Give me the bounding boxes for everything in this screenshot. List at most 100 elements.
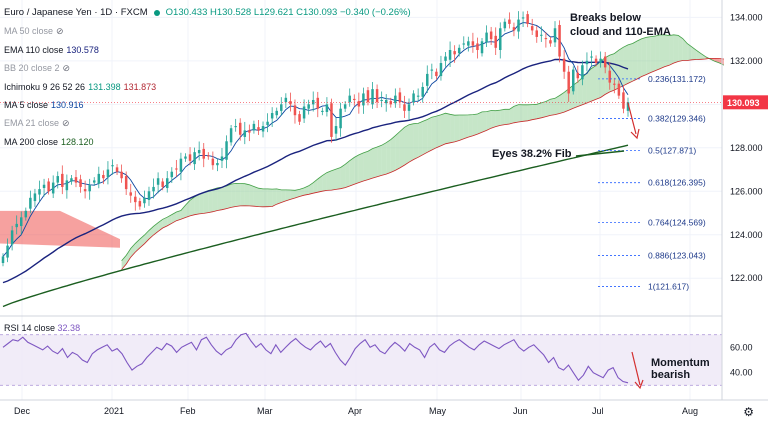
candle-body	[202, 148, 205, 159]
symbol-title[interactable]: Euro / Japanese Yen · 1D · FXCM	[4, 7, 148, 18]
candle-body	[179, 158, 183, 172]
candle	[20, 211, 23, 235]
candle	[362, 87, 365, 114]
candle	[124, 171, 128, 195]
time-tick-label: Apr	[348, 406, 362, 416]
candle	[576, 65, 580, 83]
ichimoku-cloud-segment	[422, 119, 428, 155]
legend-ema110[interactable]: EMA 110 close 130.578	[4, 41, 411, 59]
eye-hidden-icon[interactable]: ⊘	[62, 63, 71, 74]
legend-ichimoku-span-a: 131.398	[88, 81, 121, 92]
candle	[120, 164, 123, 183]
candle	[280, 97, 283, 116]
candle	[238, 118, 242, 141]
fib-level-label: 1(121.617)	[648, 282, 689, 292]
candle-body	[512, 27, 516, 31]
candle	[197, 141, 201, 161]
legend-ema110-label: EMA 110 close	[4, 44, 64, 55]
candle	[503, 18, 507, 32]
legend-bb[interactable]: BB 20 close 2 ⊘	[4, 59, 411, 77]
candle-body	[576, 72, 580, 79]
fib-level-label: 0.382(129.346)	[648, 114, 706, 124]
legend-ichimoku-span-b: 131.873	[123, 81, 157, 92]
candle-body	[503, 21, 507, 29]
time-tick-label: Dec	[14, 406, 31, 416]
candle	[480, 38, 484, 57]
candle	[15, 215, 18, 235]
candle-body	[29, 197, 32, 209]
candle	[426, 65, 429, 94]
ichimoku-cloud-segment	[532, 104, 537, 120]
ichimoku-cloud-segment	[130, 243, 136, 258]
candle-body	[375, 89, 379, 103]
ma200-extension	[575, 150, 625, 157]
candle-body	[193, 152, 196, 165]
candle	[179, 152, 183, 181]
ichimoku-cloud-segment	[240, 183, 245, 206]
ichimoku-cloud-segment	[336, 167, 341, 190]
candle-body	[453, 51, 456, 55]
candle	[535, 25, 539, 43]
ichimoku-cloud-segment	[404, 124, 410, 166]
candle-body	[97, 173, 101, 184]
rsi-legend[interactable]: RSI 14 close 32.38	[4, 323, 80, 333]
candle	[307, 99, 310, 115]
ichimoku-cloud-segment	[550, 98, 556, 116]
candle-body	[83, 189, 87, 192]
candle-body	[92, 180, 96, 183]
candle-body	[124, 176, 128, 190]
legend-ma50[interactable]: MA 50 close ⊘	[4, 22, 411, 40]
candle-body	[88, 184, 91, 192]
ichimoku-cloud-segment	[641, 37, 647, 77]
ichimoku-cloud-segment	[454, 115, 460, 142]
candle	[585, 52, 589, 72]
candle-body	[562, 58, 566, 72]
candle-body	[321, 110, 324, 112]
ichimoku-cloud-segment	[618, 47, 624, 88]
price-tick-label: 132.000	[730, 56, 763, 66]
candle-body	[79, 179, 82, 187]
ma5-line	[2, 22, 629, 257]
candle-body	[275, 110, 278, 116]
legend-ma5-label: MA 5 close	[4, 100, 49, 111]
candle-body	[161, 181, 164, 187]
ichimoku-cloud-segment	[669, 34, 674, 66]
ichimoku-cloud-segment	[377, 145, 382, 177]
ichimoku-cloud-segment	[203, 190, 209, 214]
candle	[371, 81, 374, 109]
ichimoku-cloud-segment	[326, 170, 332, 191]
legend-ma200[interactable]: MA 200 close 128.120	[4, 133, 411, 151]
candle	[384, 94, 388, 112]
candle-body	[348, 95, 351, 103]
ema110-line	[2, 58, 629, 284]
ichimoku-cloud-segment	[523, 104, 528, 122]
candle-body	[261, 126, 265, 132]
ichimoku-cloud-segment	[673, 34, 679, 64]
candle-body	[581, 65, 584, 80]
candle-body	[143, 197, 146, 204]
candle-body	[216, 163, 219, 166]
legend-bb-label: BB 20 close 2	[4, 63, 60, 74]
ichimoku-cloud-segment	[477, 111, 483, 135]
candle-body	[448, 49, 452, 60]
legend-ma5[interactable]: MA 5 close 130.916	[4, 96, 411, 114]
candle-body	[184, 156, 187, 159]
ichimoku-cloud-segment	[700, 53, 706, 60]
gear-icon[interactable]: ⚙	[743, 405, 754, 419]
eye-hidden-icon[interactable]: ⊘	[56, 26, 64, 37]
candle	[599, 51, 602, 68]
candle-body	[384, 99, 388, 104]
ichimoku-cloud-segment	[267, 188, 273, 207]
ichimoku-cloud-segment	[190, 196, 195, 216]
legend-ema21[interactable]: EMA 21 close ⊘	[4, 114, 411, 132]
candle	[562, 50, 566, 79]
ichimoku-cloud-segment	[367, 148, 373, 180]
candle-body	[517, 19, 520, 32]
candle	[448, 41, 452, 67]
eye-hidden-icon[interactable]: ⊘	[62, 118, 70, 129]
legend-ichimoku[interactable]: Ichimoku 9 26 52 26 131.398 131.873	[4, 78, 411, 96]
candle	[398, 87, 402, 109]
annotation-eyes: Eyes 38.2% Fib	[492, 148, 572, 160]
